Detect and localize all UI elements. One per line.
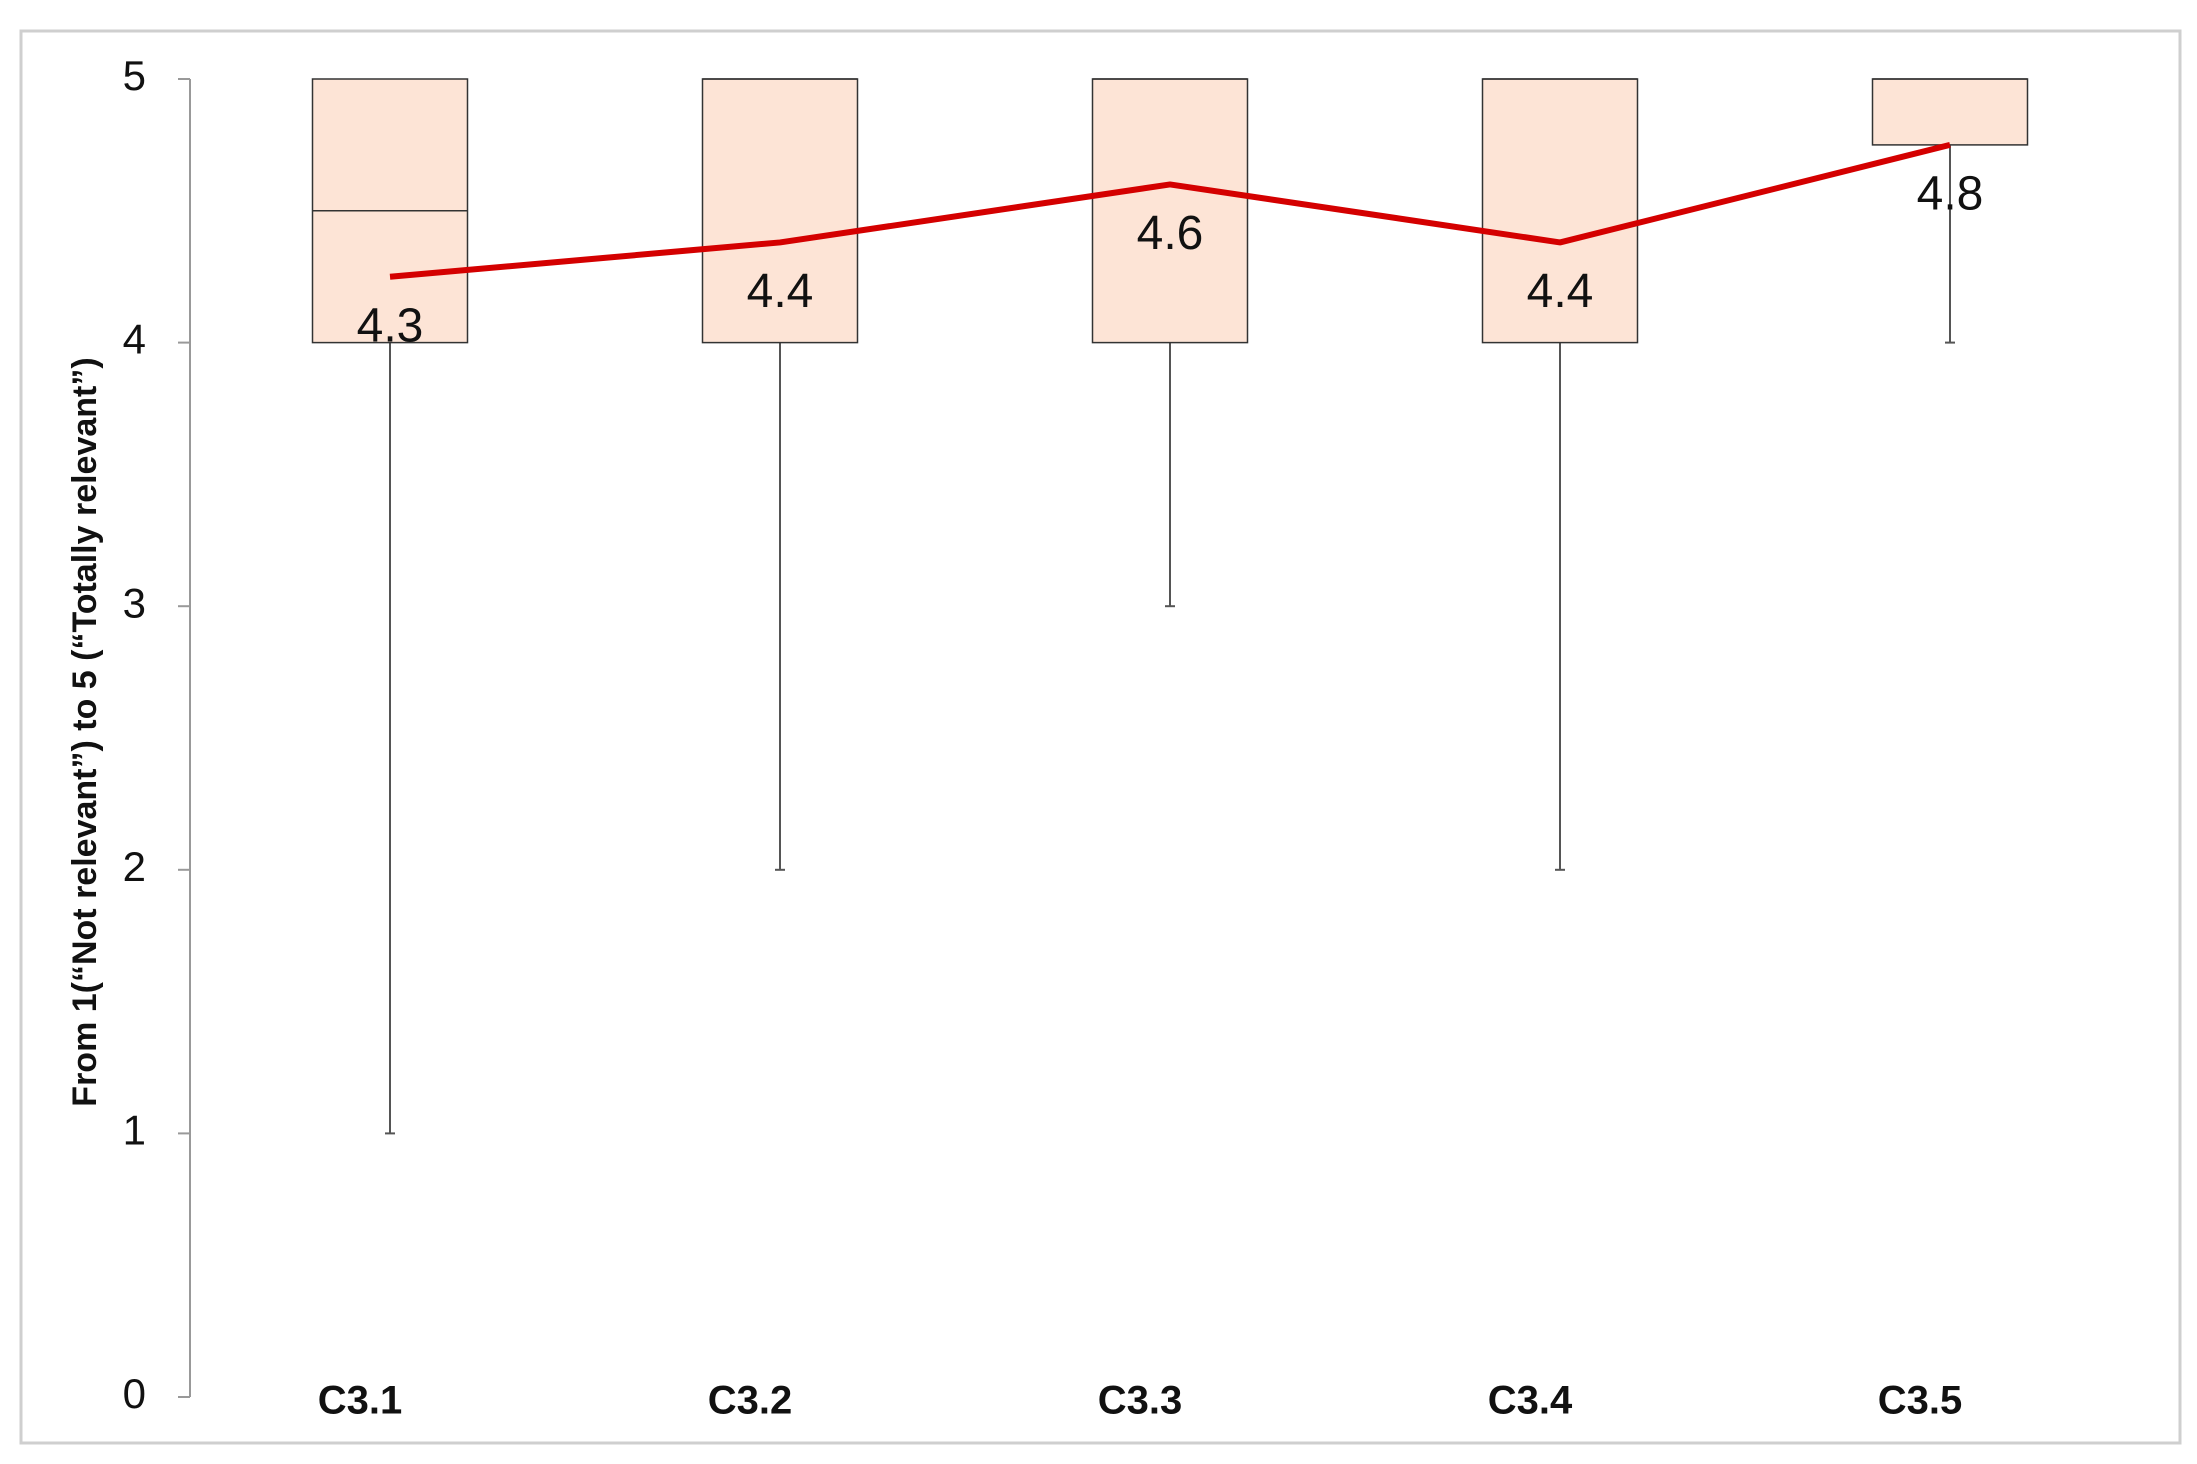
x-tick-label: C3.4 [1488,1379,1573,1423]
y-tick-label: 0 [123,1370,146,1417]
box [1091,78,1249,344]
box [1871,78,2029,146]
x-tick-label: C3.1 [318,1379,403,1423]
data-label: 4.6 [1137,207,1204,260]
data-label: 4.4 [1527,265,1594,318]
box [1481,78,1639,344]
data-label: 4.4 [747,265,814,318]
y-tick-label: 3 [123,579,146,626]
x-tick-label: C3.2 [708,1379,793,1423]
y-tick-label: 4 [123,316,146,363]
data-label: 4.3 [357,299,424,352]
y-tick-label: 5 [123,52,146,99]
mean-line [389,141,1951,280]
y-tick-label: 2 [123,843,146,890]
x-tick-label: C3.3 [1098,1379,1183,1423]
y-tick-label: 1 [123,1106,146,1153]
y-axis-title: From 1(“Not relevant”) to 5 (“Totally re… [66,357,104,1106]
data-label: 4.8 [1917,168,1984,221]
x-tick-label: C3.5 [1878,1379,1963,1423]
